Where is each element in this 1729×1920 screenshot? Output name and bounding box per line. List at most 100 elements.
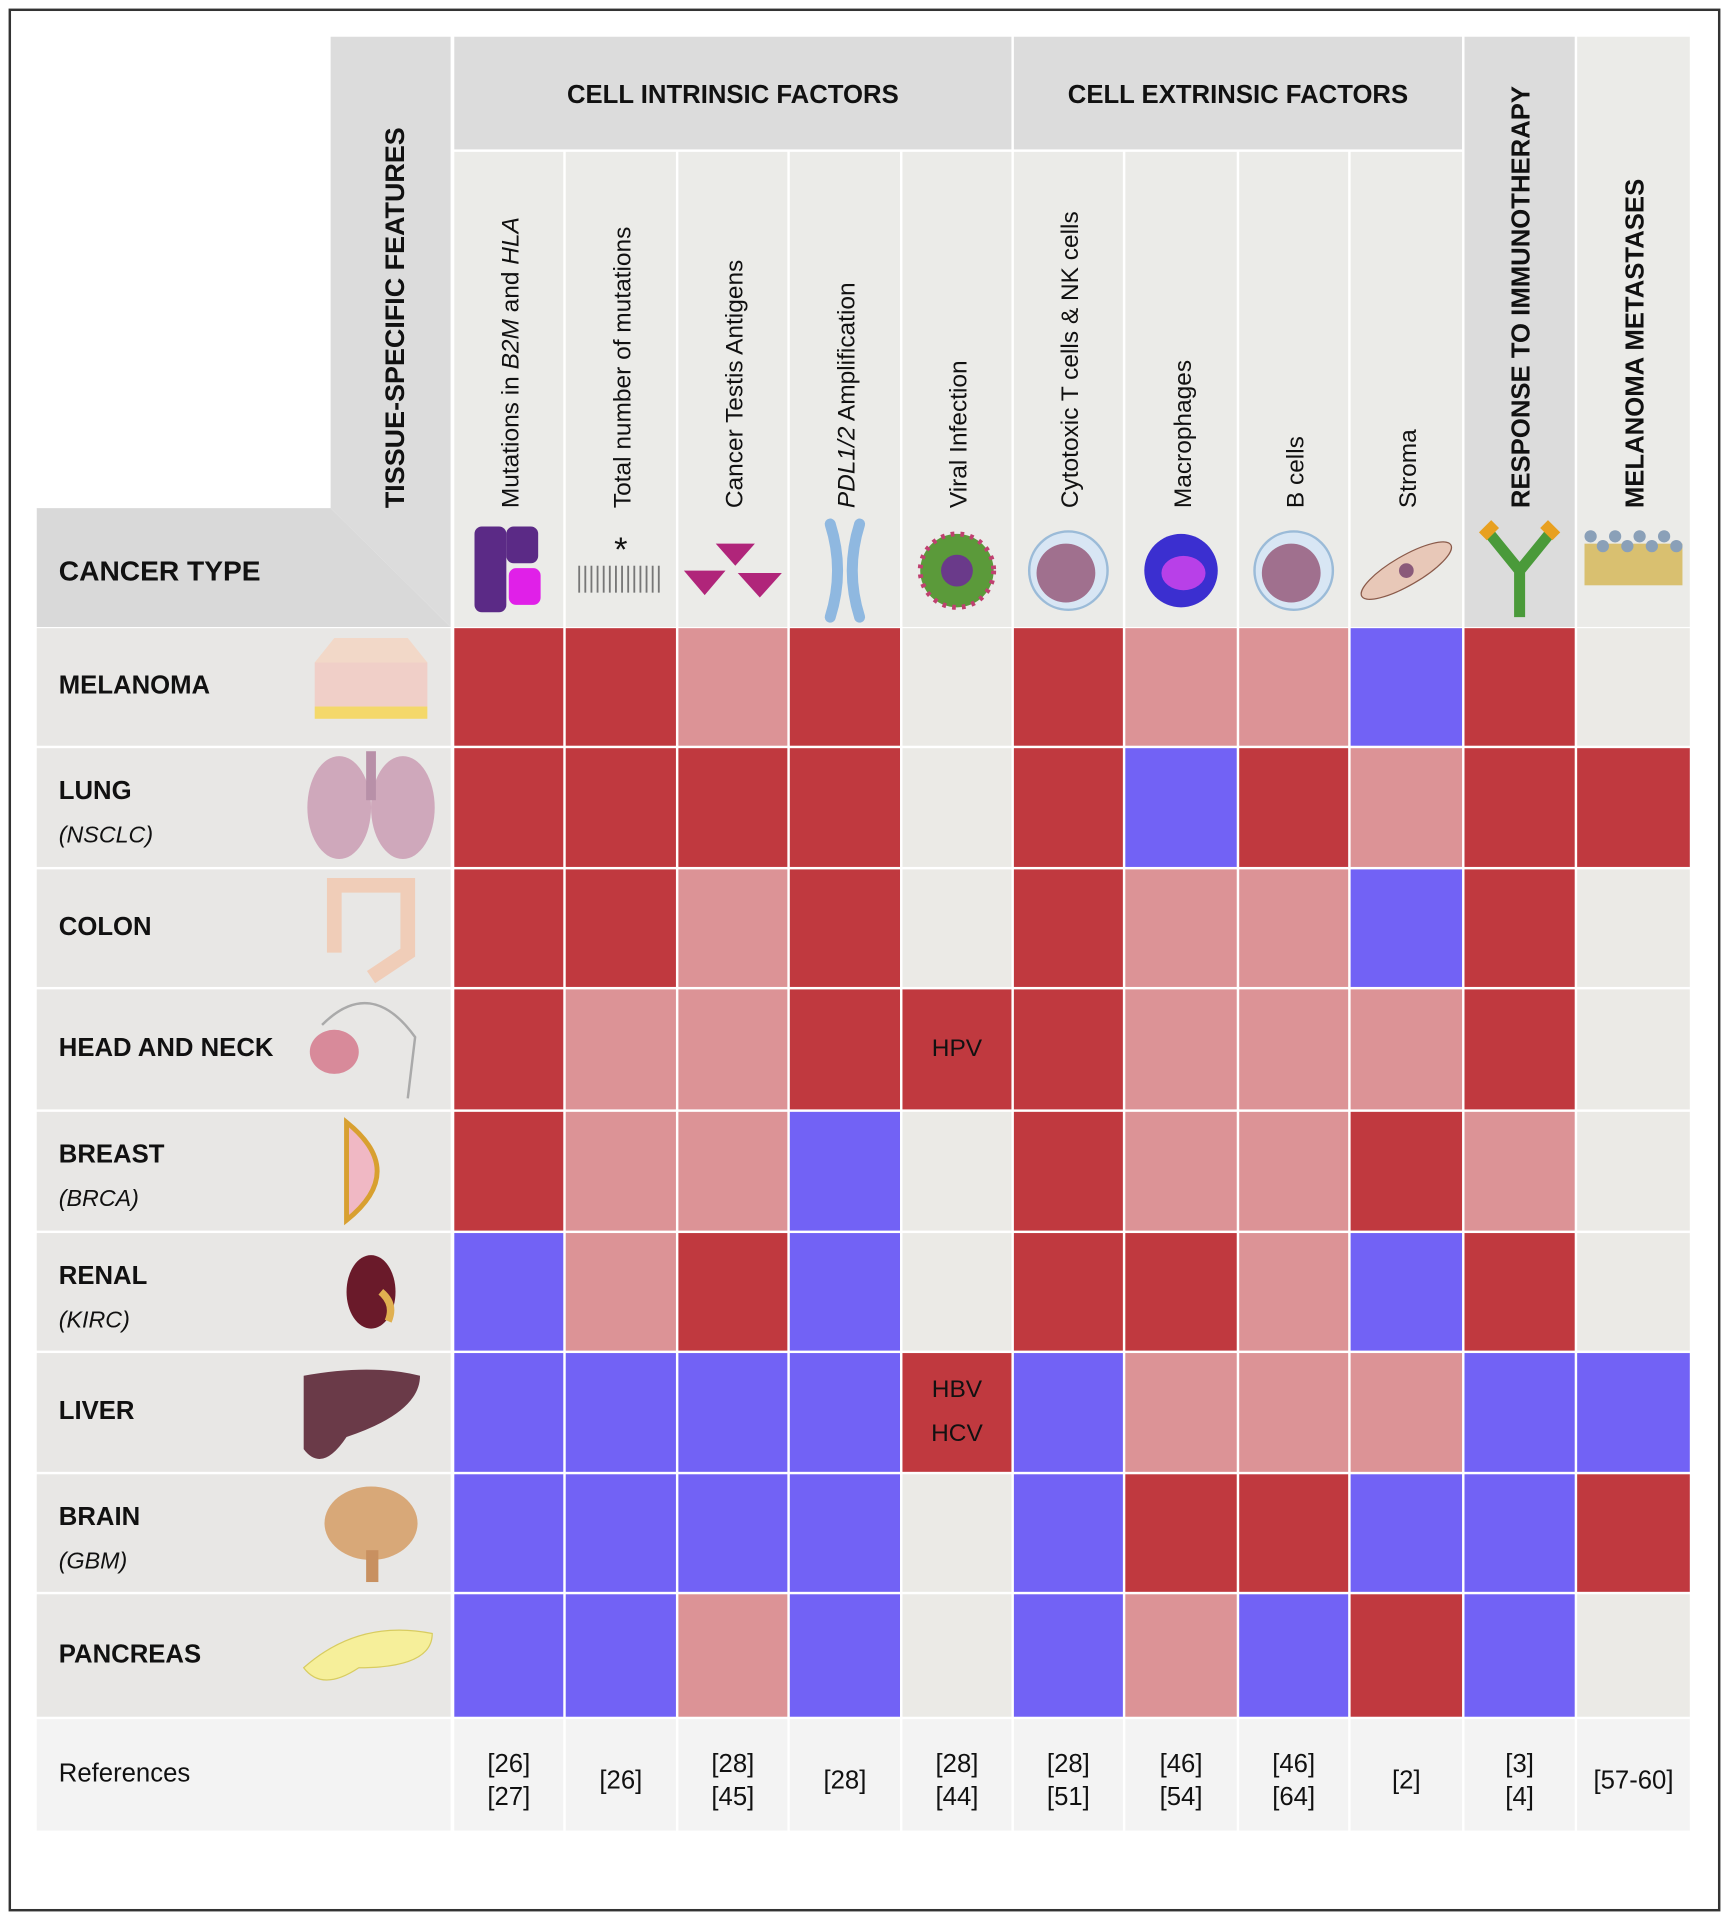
organ-icon <box>303 1369 421 1459</box>
column-label: Cancer Testis Antigens <box>722 260 749 508</box>
cell <box>1125 1474 1237 1592</box>
reference: [2] <box>1392 1766 1421 1794</box>
reference-bg <box>1125 1719 1237 1831</box>
cell <box>1464 628 1575 746</box>
row-subtitle: (GBM) <box>59 1548 127 1574</box>
cell <box>678 1233 788 1351</box>
cell <box>565 1111 676 1231</box>
column-label: Cytotoxic T cells & NK cells <box>1057 211 1084 508</box>
organ-icon <box>344 1117 380 1226</box>
cell <box>789 1233 901 1351</box>
organ-part <box>324 1486 418 1560</box>
cell <box>454 628 564 746</box>
column-label: Stroma <box>1395 429 1422 508</box>
references-label: References <box>59 1760 190 1788</box>
cell <box>1239 869 1349 987</box>
cell <box>902 1474 1012 1592</box>
cell <box>902 989 1012 1110</box>
icon-part <box>1261 543 1321 603</box>
cell <box>1239 1353 1349 1472</box>
cell-text: HCV <box>931 1420 983 1447</box>
cell <box>1350 1233 1463 1351</box>
reference: [26] <box>487 1750 530 1778</box>
cell <box>1239 1474 1349 1592</box>
reference: [28] <box>1047 1750 1090 1778</box>
organ-icon <box>309 1001 417 1099</box>
cell <box>902 869 1012 987</box>
cell <box>454 1233 564 1351</box>
icon-part: * <box>614 531 627 569</box>
cell <box>789 1353 901 1472</box>
cell <box>1013 1111 1123 1231</box>
cell <box>454 1353 564 1472</box>
cell <box>1464 1233 1575 1351</box>
cell <box>678 1474 788 1592</box>
cell <box>1577 869 1690 987</box>
column-header-bg <box>789 151 901 627</box>
cell <box>454 1474 564 1592</box>
reference-bg <box>1464 1719 1575 1831</box>
icon-part <box>1633 530 1646 543</box>
column-header-bg <box>1577 36 1690 627</box>
cell <box>1013 1474 1123 1592</box>
group-header-bg <box>454 36 1012 150</box>
reference: [54] <box>1160 1783 1203 1811</box>
cell <box>1239 1594 1349 1717</box>
cell <box>1239 628 1349 746</box>
reference-bg <box>1239 1719 1349 1831</box>
cell <box>1125 1353 1237 1472</box>
icon-part <box>1645 540 1658 553</box>
column-label: Total number of mutations <box>610 227 637 509</box>
column-icon <box>1360 541 1453 600</box>
row-name: BREAST <box>59 1141 165 1169</box>
cell <box>1577 1233 1690 1351</box>
column-icon <box>917 531 997 610</box>
cancer-type-header: CANCER TYPE <box>59 555 261 586</box>
reference-bg <box>1577 1719 1690 1831</box>
cell <box>1577 1474 1690 1592</box>
cell <box>1013 869 1123 987</box>
column-label-part: and <box>498 265 525 319</box>
cell <box>678 989 788 1110</box>
cell <box>1125 869 1237 987</box>
cell <box>1350 628 1463 746</box>
cell <box>1464 989 1575 1110</box>
column-label: MELANOMA METASTASES <box>1621 179 1649 508</box>
organ-part <box>378 1289 395 1323</box>
reference: [51] <box>1047 1783 1090 1811</box>
cell <box>1577 1353 1690 1472</box>
cell <box>789 1474 901 1592</box>
cell <box>1577 748 1690 867</box>
row-name: RENAL <box>59 1262 148 1290</box>
organ-part <box>302 1629 433 1681</box>
icon-part <box>1608 530 1622 543</box>
organ-part <box>326 877 416 984</box>
cell <box>678 748 788 867</box>
row-name: HEAD AND NECK <box>59 1034 274 1062</box>
organ-part <box>321 1001 417 1099</box>
column-icon <box>1584 530 1683 586</box>
group-header: CELL INTRINSIC FACTORS <box>567 81 899 109</box>
reference: [46] <box>1272 1750 1315 1778</box>
column-icon <box>1478 520 1561 618</box>
cell <box>789 1594 901 1717</box>
cell <box>1350 1474 1463 1592</box>
column-label-part: HLA <box>498 217 525 265</box>
column-label: B cells <box>1282 436 1309 508</box>
icon-part <box>1478 520 1561 541</box>
cell <box>678 869 788 987</box>
icon-part <box>683 570 726 596</box>
cell <box>1013 1233 1123 1351</box>
cell <box>678 1594 788 1717</box>
reference-bg <box>789 1719 901 1831</box>
organ-icon <box>307 751 435 859</box>
cell <box>1125 989 1237 1110</box>
cell <box>1577 1111 1690 1231</box>
icon-part <box>1161 555 1206 591</box>
cancer-type-bg <box>36 508 451 627</box>
cell <box>565 1474 676 1592</box>
cell <box>1350 1353 1463 1472</box>
cell <box>678 1111 788 1231</box>
organ-icon <box>346 1255 396 1329</box>
